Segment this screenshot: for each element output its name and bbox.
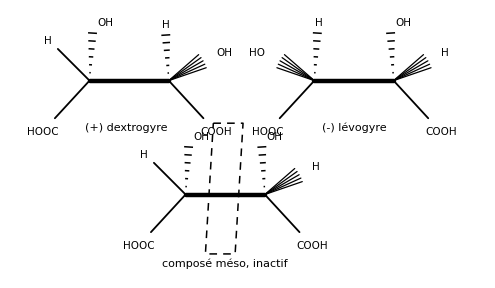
- Text: (-) lévogyre: (-) lévogyre: [322, 123, 386, 133]
- Text: OH: OH: [396, 18, 411, 28]
- Text: OH: OH: [267, 132, 283, 142]
- Text: HO: HO: [249, 48, 265, 58]
- Text: H: H: [312, 162, 320, 172]
- Text: H: H: [441, 48, 449, 58]
- Text: OH: OH: [98, 18, 113, 28]
- Text: COOH: COOH: [425, 127, 457, 137]
- Text: H: H: [140, 150, 148, 160]
- Text: H: H: [162, 20, 170, 30]
- Text: (+) dextrogyre: (+) dextrogyre: [85, 123, 167, 133]
- Text: OH: OH: [216, 48, 232, 58]
- Text: composé méso, inactif: composé méso, inactif: [162, 259, 288, 269]
- Text: OH: OH: [194, 132, 209, 142]
- Text: COOH: COOH: [200, 127, 232, 137]
- Text: COOH: COOH: [297, 241, 328, 251]
- Text: HOOC: HOOC: [123, 241, 155, 251]
- Text: H: H: [315, 18, 323, 28]
- Text: HOOC: HOOC: [27, 127, 59, 137]
- Text: HOOC: HOOC: [252, 127, 284, 137]
- Text: H: H: [44, 36, 52, 46]
